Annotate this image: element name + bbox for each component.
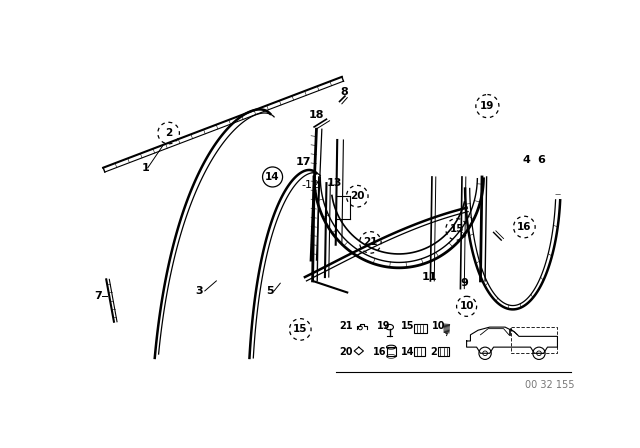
Text: 13: 13 [326, 178, 342, 188]
Text: 20: 20 [350, 191, 365, 201]
Text: 17: 17 [296, 156, 311, 167]
Text: 19: 19 [376, 321, 390, 332]
Text: 15: 15 [449, 224, 464, 234]
Text: 21: 21 [363, 237, 378, 247]
Text: 18: 18 [308, 110, 324, 121]
Text: 2: 2 [431, 347, 437, 357]
Text: 16: 16 [372, 347, 386, 357]
Text: 7: 7 [94, 291, 102, 302]
Text: 14: 14 [401, 347, 415, 357]
Text: 6: 6 [538, 155, 545, 165]
Text: 10: 10 [460, 302, 474, 311]
Text: 1: 1 [141, 163, 149, 173]
Text: 15: 15 [293, 324, 308, 334]
Text: 20: 20 [340, 347, 353, 357]
Text: 4: 4 [523, 155, 531, 165]
Text: 11: 11 [422, 272, 438, 282]
Text: 14: 14 [265, 172, 280, 182]
Text: 2: 2 [165, 128, 172, 138]
Text: 8: 8 [340, 87, 348, 97]
Text: 19: 19 [480, 101, 495, 111]
Text: 21: 21 [340, 321, 353, 332]
Text: 15: 15 [401, 321, 415, 332]
Text: 9: 9 [460, 278, 468, 288]
Text: 00 32 155: 00 32 155 [525, 380, 575, 390]
Text: -12: -12 [301, 180, 319, 190]
Text: 5: 5 [266, 286, 274, 296]
Text: 16: 16 [517, 222, 532, 232]
Text: 3: 3 [196, 286, 203, 296]
Text: 10: 10 [432, 321, 445, 332]
